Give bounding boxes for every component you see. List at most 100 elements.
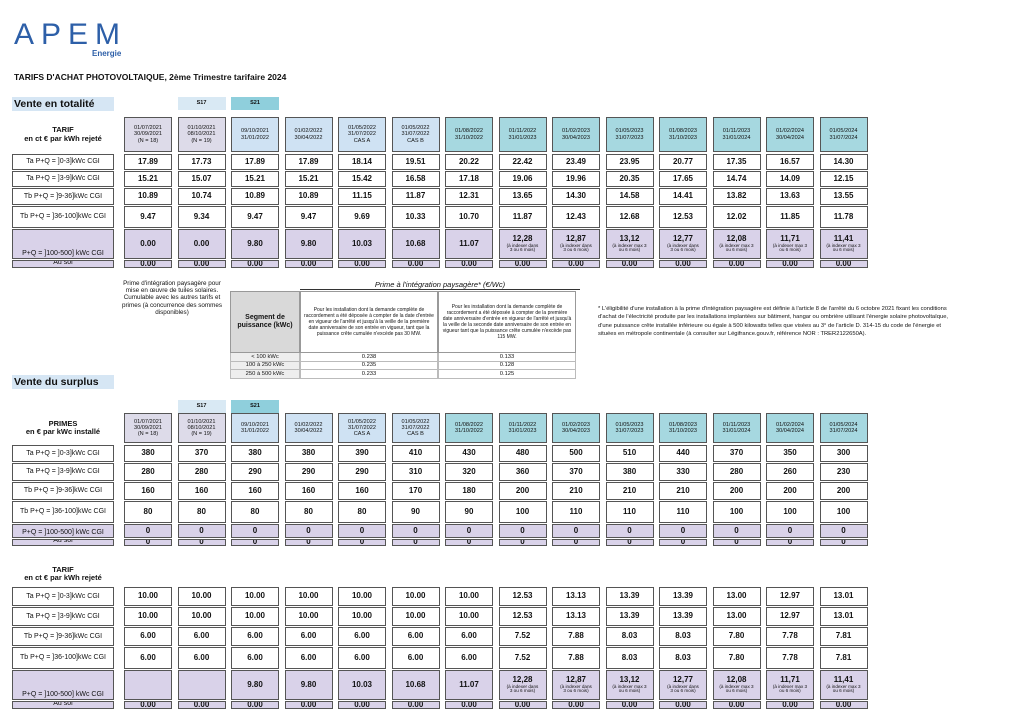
cell-note: (à indexer max 3 ou 6 mois) — [772, 683, 808, 694]
cell-value: 80 — [304, 506, 313, 516]
value-cell: 7.78 — [766, 647, 814, 669]
cell-value: 0 — [734, 539, 739, 546]
prime-column-header: Pour les installation dont la demande co… — [438, 291, 576, 353]
value-cell: 0 — [231, 524, 279, 538]
prime-value: 0.128 — [499, 362, 515, 369]
prime-note: Prime d'intégration paysagère pour mise … — [121, 280, 223, 316]
value-cell: 10.00 — [177, 587, 226, 606]
value-cell: 11.87 — [391, 188, 440, 205]
cell-value: 0.00 — [461, 701, 477, 709]
cell-note: (à indexer dans 3 ou 6 mois) — [506, 683, 539, 694]
cell-value: 320 — [462, 466, 476, 476]
value-cell: 7.52 — [498, 627, 547, 646]
value-cell: 20.22 — [445, 154, 493, 170]
cell-value: 9.80 — [247, 679, 263, 689]
value-cell: 0.00 — [177, 701, 226, 709]
value-cell: 12.53 — [498, 587, 547, 606]
value-cell: 360 — [498, 463, 547, 481]
cell-value: 0.00 — [407, 701, 424, 709]
value-cell: 160 — [284, 482, 333, 500]
value-cell: 0 — [177, 524, 226, 538]
cell-value: 12.68 — [619, 211, 640, 221]
prime-value: 250 à 500 kWc — [245, 370, 285, 377]
cell-value: 6.00 — [247, 631, 263, 641]
value-cell: 0 — [552, 539, 600, 546]
value-cell: 10.00 — [231, 587, 279, 606]
value-cell: 170 — [391, 482, 440, 500]
cell-value: 0.00 — [835, 260, 852, 268]
cell-value: 11.87 — [512, 211, 533, 221]
cell-value: 0.00 — [782, 260, 798, 268]
value-cell: 0 — [819, 539, 868, 546]
cell-value: 13.39 — [619, 591, 640, 601]
cell-value: 100 — [836, 506, 851, 516]
value-cell: 11.07 — [445, 229, 493, 259]
value-cell: 12.53 — [498, 607, 547, 626]
cell-value: 100 — [729, 506, 744, 516]
value-cell: 14.58 — [605, 188, 654, 205]
prime-value: 0.133 — [499, 353, 515, 360]
cell-value: 11,71 — [780, 233, 800, 243]
cell-value: 6.00 — [354, 631, 370, 641]
value-cell: 13.39 — [605, 587, 654, 606]
value-cell: 8.03 — [605, 647, 654, 669]
value-cell: 23.95 — [605, 154, 654, 170]
period-header: 01/08/2022 31/10/2022 — [445, 413, 493, 443]
cell-value: 11.85 — [780, 211, 800, 221]
period-header: 01/11/2022 31/01/2023 — [498, 117, 547, 152]
value-cell: 11,41 (à indexer max 3 ou 6 mois) — [819, 229, 868, 259]
value-cell: 7.78 — [766, 627, 814, 646]
value-cell: 6.00 — [391, 647, 440, 669]
tag-text: S17 — [196, 403, 207, 410]
column-text: Pour les installation dont la demande co… — [304, 307, 434, 337]
cell-value: 9.34 — [193, 211, 210, 221]
cell-value: 390 — [355, 448, 369, 458]
cell-value: 10.00 — [405, 611, 426, 621]
cell-value: 0 — [145, 539, 151, 546]
value-cell: 6.00 — [284, 627, 333, 646]
value-cell: 0 — [231, 539, 279, 546]
cell-value: 0 — [841, 525, 846, 535]
period-tag: S21 — [231, 97, 279, 110]
value-cell: 7.88 — [552, 627, 600, 646]
value-cell: 160 — [338, 482, 386, 500]
value-cell: 440 — [659, 445, 707, 462]
cell-value: 14.58 — [619, 191, 640, 201]
row-label: Ta P+Q = ]0-3]kWc CGI — [12, 587, 114, 606]
value-cell: 180 — [445, 482, 493, 500]
logo-sub: Energie — [92, 49, 122, 58]
period-header: 01/05/2022 31/07/2022 CAS A — [338, 413, 386, 443]
cell-value: 11.78 — [833, 211, 854, 221]
period-tag: S17 — [177, 97, 226, 110]
cell-value: 380 — [141, 448, 155, 458]
value-cell: 15.21 — [284, 171, 333, 187]
value-cell: 160 — [124, 482, 172, 500]
value-cell: 370 — [177, 445, 226, 462]
cell-value: 7.52 — [514, 652, 531, 662]
value-cell: 0.00 — [124, 701, 172, 709]
cell-value: 0.00 — [354, 701, 370, 709]
section-heading: Vente du surplus — [12, 375, 114, 389]
value-cell: 12,77 (à indexer dans 3 ou 6 mois) — [659, 670, 707, 700]
prime-cell: 250 à 500 kWc — [230, 370, 300, 379]
cell-value: 290 — [355, 466, 369, 476]
value-cell: 80 — [177, 501, 226, 523]
value-cell: 0.00 — [605, 701, 654, 709]
period-header: 01/07/2021 30/09/2021 (N = 18) — [124, 413, 172, 443]
cell-value: 12.53 — [512, 591, 533, 601]
value-cell: 10.89 — [231, 188, 279, 205]
cell-value: 0 — [306, 539, 311, 546]
cell-value: 0.00 — [621, 701, 638, 709]
value-cell: 10.00 — [124, 607, 172, 626]
cell-value: 13.39 — [672, 611, 694, 621]
prime-cell: 0.128 — [438, 361, 576, 370]
value-cell: 12.43 — [552, 206, 600, 228]
cell-value: 6.00 — [247, 652, 263, 662]
cell-value: 0.00 — [193, 260, 210, 268]
cell-value: 12.02 — [726, 211, 747, 221]
row-label: P+Q = ]100-500] kWc CGI — [12, 229, 114, 259]
cell-value: 110 — [676, 506, 690, 516]
cell-value: 19.96 — [565, 173, 587, 183]
cell-value: 17.73 — [191, 156, 212, 166]
cell-value: 0.00 — [247, 701, 263, 709]
